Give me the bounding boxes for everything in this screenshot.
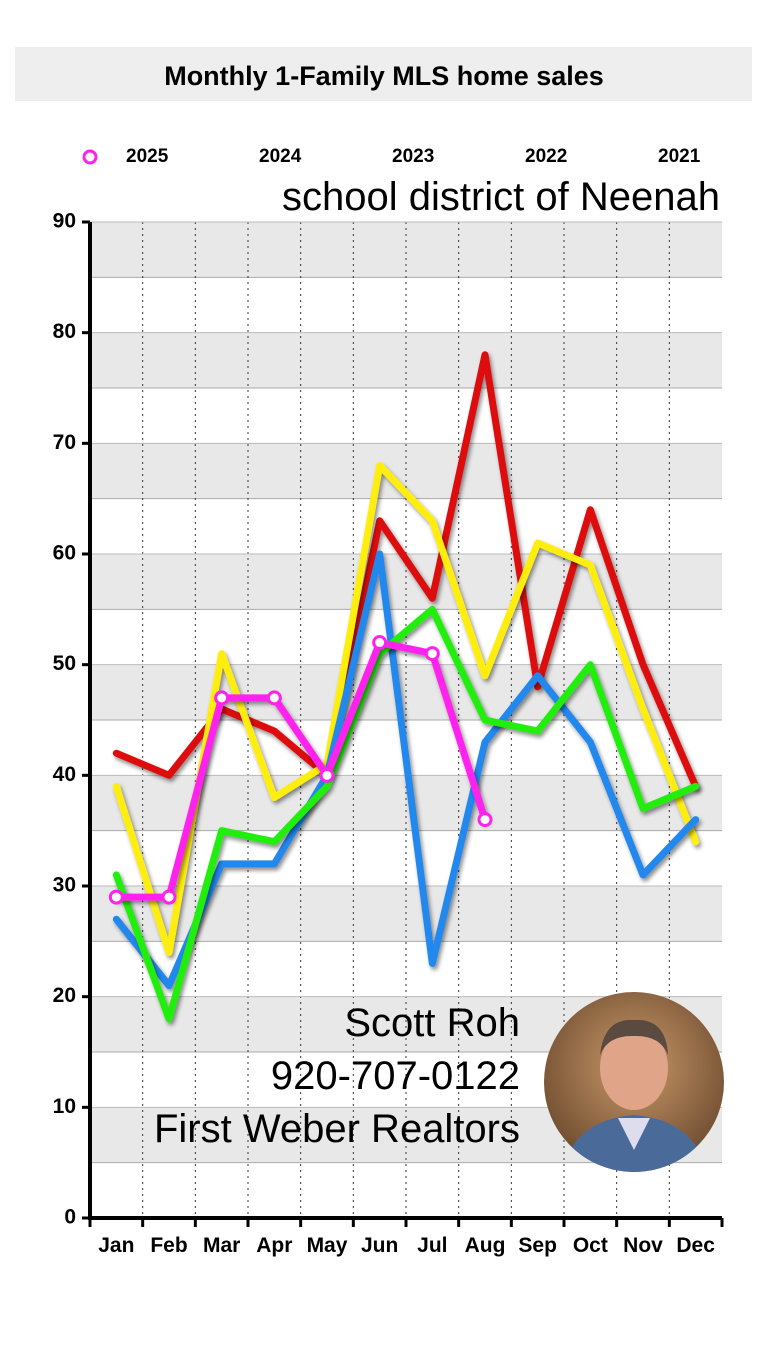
data-point [108, 889, 124, 905]
data-point [477, 812, 493, 828]
x-tick-label: Nov [623, 1234, 663, 1257]
x-tick-label: Aug [465, 1234, 506, 1257]
x-tick-label: Apr [256, 1234, 292, 1257]
legend-label: 2025 [126, 146, 169, 167]
legend-label: 2023 [392, 146, 434, 167]
legend-label: 2021 [658, 146, 701, 167]
legend-label: 2024 [259, 146, 302, 167]
x-tick-label: Jul [417, 1234, 447, 1257]
annotation: Scott Roh [344, 1001, 520, 1045]
title-band [15, 47, 752, 101]
y-tick-label: 80 [53, 320, 76, 343]
x-tick-label: Sep [518, 1234, 557, 1257]
data-point [372, 635, 388, 651]
y-tick-label: 10 [53, 1095, 76, 1118]
legend-label: 2022 [525, 146, 567, 167]
x-tick-label: Mar [203, 1234, 240, 1257]
y-tick-label: 50 [53, 652, 76, 675]
legend-marker [82, 149, 98, 165]
data-point [266, 690, 282, 706]
series-line [112, 461, 700, 956]
annotation: 920-707-0122 [271, 1054, 520, 1098]
annotation: First Weber Realtors [154, 1107, 520, 1151]
y-tick-label: 90 [53, 210, 76, 233]
series-line [112, 550, 700, 990]
x-tick-label: Oct [573, 1234, 608, 1257]
y-tick-label: 40 [53, 763, 76, 786]
series-line [112, 639, 489, 901]
y-tick-label: 60 [53, 542, 76, 565]
x-tick-label: Dec [676, 1234, 715, 1257]
y-tick-label: 30 [53, 874, 76, 897]
y-tick-label: 20 [53, 984, 76, 1007]
legend: 2025 2024 2023 2022 2021 [58, 146, 701, 167]
data-point [214, 690, 230, 706]
lines [108, 351, 700, 1023]
x-tick-label: May [307, 1234, 348, 1257]
x-tick-label: Feb [150, 1234, 187, 1257]
y-tick-label: 70 [53, 431, 76, 454]
x-tick-label: Jun [361, 1234, 398, 1257]
data-point [161, 889, 177, 905]
grid-band [90, 222, 722, 278]
data-point [319, 767, 335, 783]
data-point [424, 646, 440, 662]
y-tick-label: 0 [64, 1206, 76, 1229]
series-line [112, 605, 700, 1023]
chart-title: Monthly 1-Family MLS home sales [164, 61, 604, 91]
subtitle: school district of Neenah [282, 175, 720, 219]
x-tick-label: Jan [98, 1234, 134, 1257]
photo [544, 992, 724, 1172]
